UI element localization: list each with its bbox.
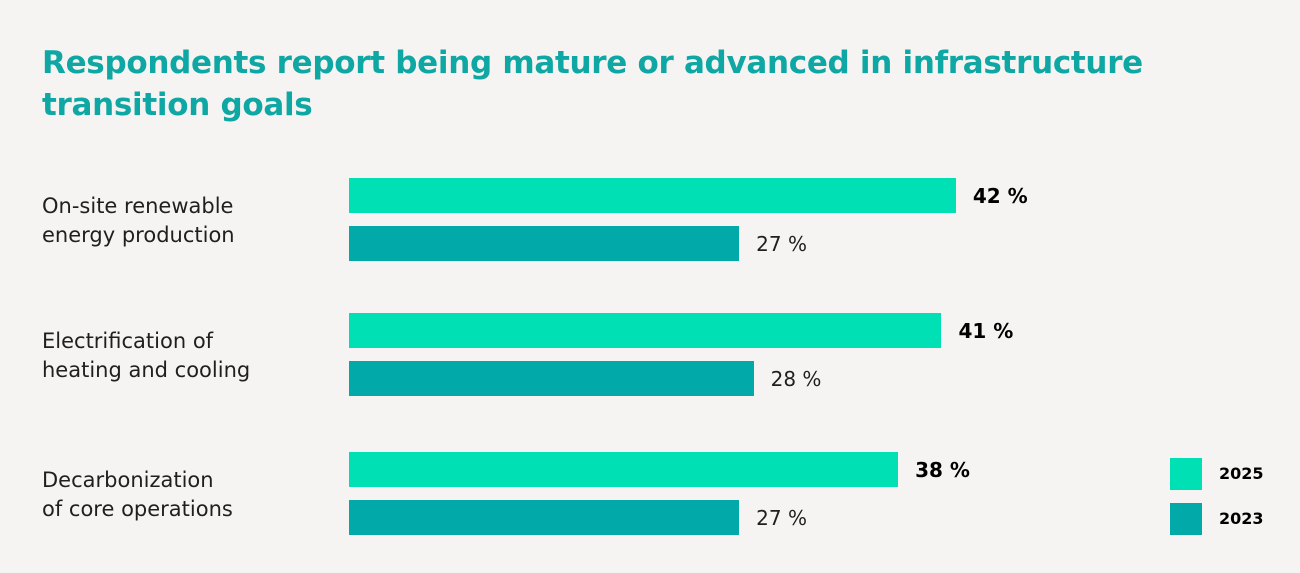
legend-label-2023: 2023	[1219, 509, 1264, 528]
data-label-2023: 28 %	[770, 367, 822, 391]
category-label: Decarbonization of core operations	[42, 466, 322, 524]
bar-2025	[349, 452, 899, 487]
category-label-line: Decarbonization	[42, 468, 214, 492]
category-label-line: energy production	[42, 223, 235, 247]
bar-2025	[349, 178, 956, 213]
legend-label-2025: 2025	[1219, 464, 1264, 483]
data-label-2025: 41 %	[958, 319, 1014, 343]
data-label-2025: 38 %	[915, 458, 970, 482]
category-label-line: of core operations	[42, 497, 233, 521]
chart-title: Respondents report being mature or advan…	[42, 45, 1143, 123]
legend-swatch-2025	[1170, 458, 1202, 490]
bar-2023	[349, 226, 740, 261]
category-label-line: Electrification of	[42, 329, 214, 353]
category-label: On-site renewable energy production	[42, 192, 322, 250]
data-label-2023: 27 %	[756, 232, 807, 256]
bar-2023	[349, 500, 740, 535]
bar-2025	[349, 313, 942, 348]
bar-2023	[349, 361, 754, 396]
legend-swatch-2023	[1170, 503, 1202, 535]
category-label-line: On-site renewable	[42, 194, 234, 218]
category-label: Electrification of heating and cooling	[42, 327, 322, 385]
data-label-2023: 27 %	[756, 506, 807, 530]
category-label-line: heating and cooling	[42, 358, 251, 382]
data-label-2025: 42 %	[972, 184, 1028, 208]
